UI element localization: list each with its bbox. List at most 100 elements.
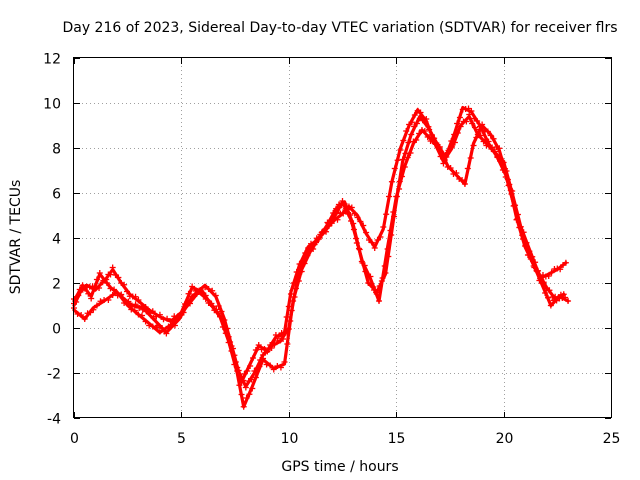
data-point-marker [88, 295, 95, 302]
x-tick-label: 5 [177, 431, 186, 447]
data-point-marker [525, 252, 532, 258]
data-point-marker [539, 280, 546, 287]
data-point-marker [454, 120, 461, 127]
data-point-marker [121, 281, 128, 288]
data-point-marker [270, 366, 277, 373]
data-point-marker [388, 178, 395, 185]
data-point-marker [163, 330, 170, 337]
data-point-marker [149, 323, 156, 330]
data-point-marker [461, 181, 468, 187]
data-point-marker [287, 318, 294, 324]
data-point-marker [423, 116, 430, 122]
data-point-marker [105, 297, 112, 303]
data-point-marker [511, 202, 518, 209]
data-point-marker [93, 276, 100, 283]
data-point-marker [236, 382, 243, 389]
data-point-marker [436, 144, 443, 150]
data-point-marker [365, 280, 372, 286]
data-point-marker [85, 290, 92, 297]
data-point-marker [534, 268, 541, 275]
data-point-marker [319, 228, 326, 235]
data-point-marker [305, 245, 312, 251]
data-point-marker [91, 286, 98, 292]
data-point-marker [505, 182, 512, 189]
data-point-marker [128, 306, 135, 313]
data-point-marker [399, 156, 406, 163]
data-point-marker [121, 297, 128, 304]
y-tick-label: 8 [52, 142, 61, 158]
data-point-marker [209, 287, 216, 294]
data-point-marker [135, 297, 142, 303]
data-point-marker [371, 245, 378, 251]
data-point-marker [508, 191, 515, 197]
data-point-marker [232, 359, 239, 365]
data-point-marker [111, 286, 118, 293]
data-point-marker [238, 379, 245, 385]
data-point-marker [235, 367, 242, 374]
data-point-marker [485, 138, 492, 145]
data-point-marker [416, 130, 423, 137]
data-point-marker [316, 234, 323, 241]
data-point-marker [456, 176, 463, 182]
data-point-marker [313, 235, 320, 242]
data-point-marker [109, 292, 116, 298]
data-point-marker [554, 265, 561, 272]
data-layer [71, 105, 572, 410]
data-point-marker [490, 135, 497, 142]
data-point-marker [255, 342, 262, 348]
series-line [72, 108, 566, 389]
data-point-marker [373, 291, 380, 297]
data-point-marker [114, 292, 121, 299]
data-point-marker [244, 368, 251, 374]
data-point-marker [562, 259, 569, 266]
data-point-marker [224, 325, 231, 332]
data-point-marker [299, 258, 306, 264]
data-point-marker [125, 298, 132, 305]
data-point-marker [277, 364, 284, 371]
data-point-marker [330, 216, 337, 223]
data-point-marker [473, 134, 480, 141]
data-point-marker [380, 224, 387, 230]
data-point-marker [267, 362, 274, 369]
series-trace-2 [71, 121, 572, 410]
y-tick-label: -4 [47, 412, 61, 428]
x-tick-label: 0 [70, 431, 79, 447]
y-tick-label: 4 [52, 232, 61, 248]
data-point-marker [171, 322, 178, 329]
data-point-marker [340, 210, 347, 217]
data-point-marker [78, 312, 85, 318]
data-point-marker [90, 306, 97, 313]
data-point-marker [82, 284, 89, 290]
data-point-marker [302, 250, 309, 256]
data-point-marker [131, 307, 138, 314]
data-point-marker [96, 285, 103, 291]
data-point-marker [287, 291, 294, 297]
data-point-marker [189, 283, 196, 290]
data-point-marker [528, 255, 535, 262]
data-point-marker [350, 226, 357, 233]
y-tick-label: 10 [43, 97, 61, 113]
data-point-marker [156, 311, 163, 318]
data-point-marker [425, 123, 432, 130]
data-point-marker [442, 152, 449, 158]
data-point-marker [193, 287, 200, 294]
data-point-marker [367, 273, 374, 280]
data-point-marker [467, 155, 474, 161]
data-point-marker [115, 274, 122, 281]
data-point-marker [221, 317, 228, 323]
data-point-marker [274, 363, 281, 369]
data-point-marker [74, 311, 81, 317]
data-point-marker [494, 154, 501, 160]
data-point-marker [386, 193, 393, 200]
data-point-marker [468, 108, 475, 114]
data-point-marker [100, 277, 107, 284]
data-point-marker [263, 361, 270, 368]
data-point-marker [502, 174, 509, 180]
data-point-marker [128, 302, 135, 309]
data-point-marker [118, 291, 125, 298]
data-point-marker [444, 164, 451, 170]
data-point-marker [546, 287, 553, 294]
data-point-marker [206, 300, 213, 306]
data-point-marker [368, 239, 375, 246]
data-point-marker [81, 316, 88, 322]
